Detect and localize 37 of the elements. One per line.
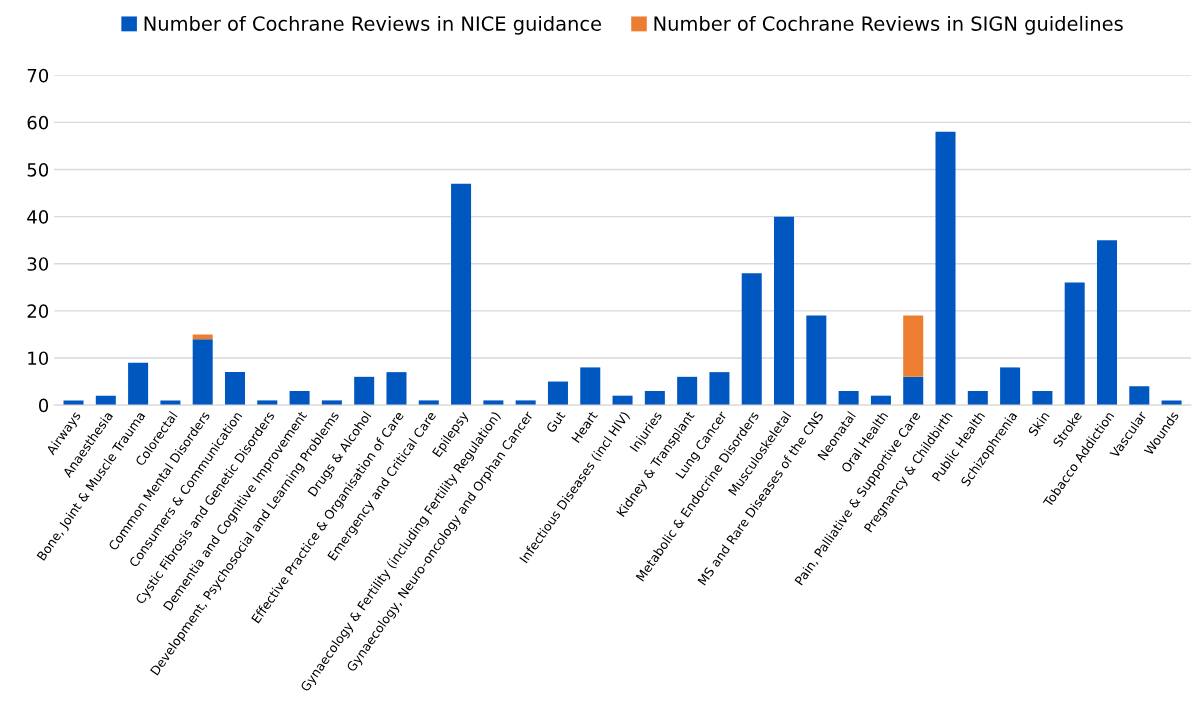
bar	[386, 372, 407, 406]
bar	[224, 372, 246, 406]
bar	[903, 315, 924, 377]
legend-label: Number of Cochrane Reviews in NICE guidance	[144, 15, 602, 35]
bar	[192, 334, 213, 340]
bar	[128, 362, 149, 406]
x-tick-label: Gut	[545, 410, 566, 434]
bar	[903, 376, 924, 406]
bar	[806, 315, 827, 406]
bar	[838, 390, 859, 406]
bar	[1129, 386, 1150, 406]
bar	[451, 183, 472, 406]
bar	[935, 131, 956, 406]
bar	[1032, 390, 1053, 406]
y-tick-label: 0	[38, 398, 49, 413]
y-tick-label: 50	[27, 162, 49, 177]
bar	[1096, 240, 1118, 406]
bar	[967, 390, 988, 406]
y-tick-label: 20	[27, 304, 49, 318]
bar	[1064, 282, 1085, 406]
y-tick-label: 10	[28, 351, 49, 366]
y-tick-label: 40	[27, 210, 49, 224]
y-tick-label: 60	[27, 115, 49, 130]
bar	[354, 376, 375, 406]
bar	[774, 216, 795, 406]
bar	[580, 367, 601, 406]
bar	[547, 381, 568, 406]
y-tick-label: 30	[27, 257, 49, 271]
bar	[677, 376, 698, 406]
bar	[644, 390, 665, 406]
bar	[289, 390, 310, 406]
bar	[1000, 367, 1021, 406]
bar	[709, 372, 730, 406]
y-tick-label: 70	[27, 68, 49, 83]
legend-label: Number of Cochrane Reviews in SIGN guidelines	[654, 15, 1123, 35]
bar	[192, 339, 213, 406]
bar	[741, 273, 762, 406]
